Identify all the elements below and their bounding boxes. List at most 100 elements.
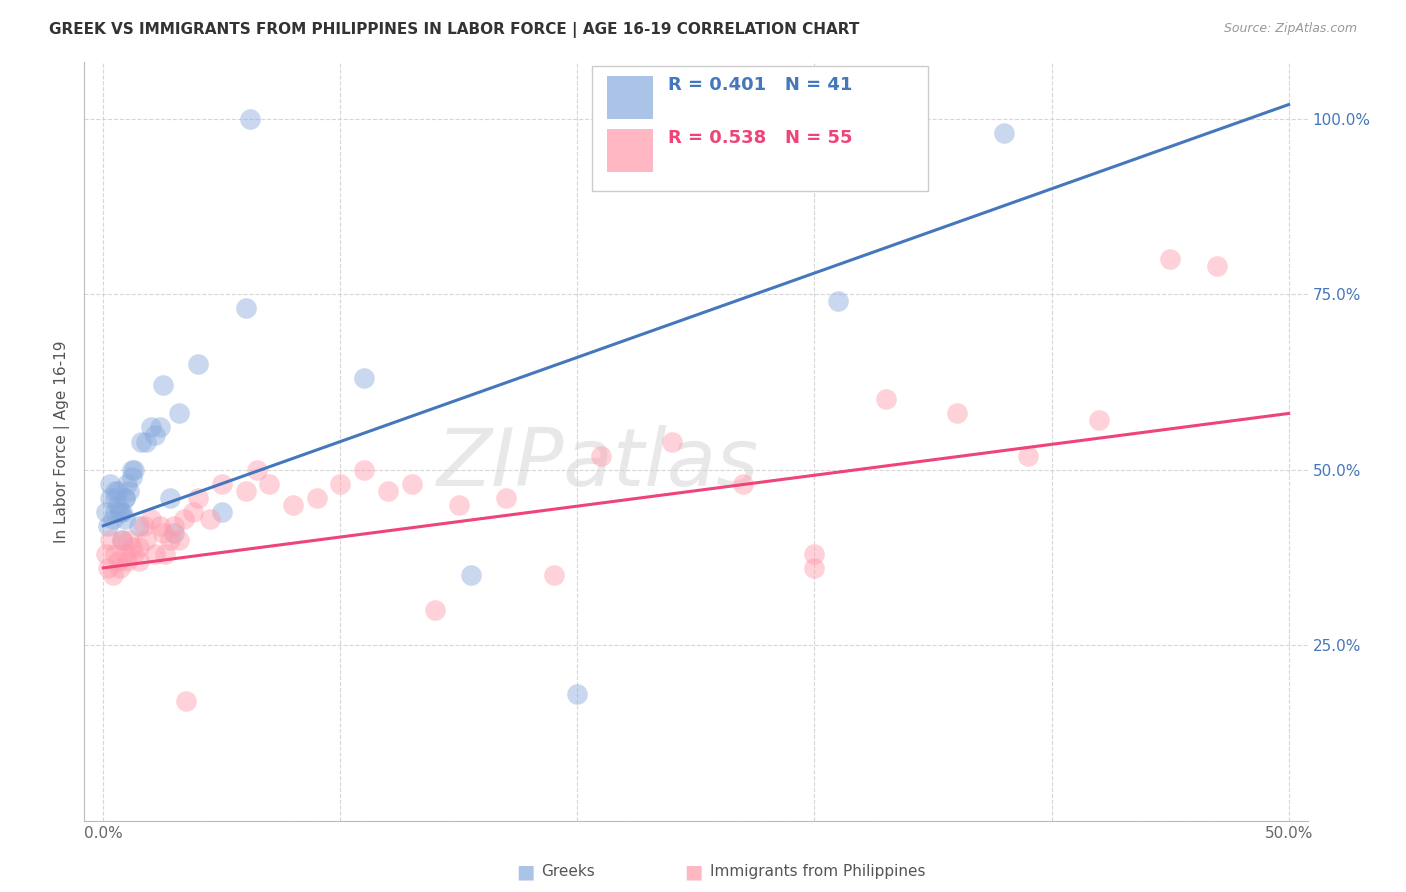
Point bbox=[211, 505, 233, 519]
Point bbox=[107, 554, 129, 568]
Point bbox=[1206, 259, 1229, 273]
Text: Greeks: Greeks bbox=[541, 864, 595, 879]
Point bbox=[803, 547, 825, 561]
Point bbox=[100, 533, 122, 547]
Point bbox=[661, 434, 683, 449]
Point bbox=[174, 694, 197, 708]
Point bbox=[121, 540, 143, 554]
Point bbox=[447, 498, 470, 512]
Point bbox=[122, 462, 145, 476]
Point bbox=[145, 427, 167, 442]
Point bbox=[104, 491, 127, 505]
Point bbox=[167, 533, 190, 547]
Point bbox=[425, 603, 447, 617]
Point bbox=[401, 476, 423, 491]
Point bbox=[111, 533, 134, 547]
Y-axis label: In Labor Force | Age 16-19: In Labor Force | Age 16-19 bbox=[55, 340, 70, 543]
FancyBboxPatch shape bbox=[592, 66, 928, 191]
Point bbox=[567, 687, 589, 701]
Point bbox=[100, 491, 122, 505]
Point bbox=[104, 547, 127, 561]
Point bbox=[827, 294, 849, 309]
Point bbox=[1017, 449, 1039, 463]
Point bbox=[246, 462, 269, 476]
Point bbox=[187, 357, 209, 371]
Point bbox=[733, 476, 755, 491]
Point bbox=[803, 561, 825, 575]
Point bbox=[111, 505, 134, 519]
Point bbox=[353, 371, 375, 385]
Point bbox=[114, 547, 136, 561]
Point bbox=[198, 512, 221, 526]
Point bbox=[121, 462, 143, 476]
Point bbox=[111, 533, 134, 547]
FancyBboxPatch shape bbox=[606, 76, 654, 120]
Point bbox=[114, 512, 136, 526]
FancyBboxPatch shape bbox=[606, 129, 654, 172]
Point bbox=[145, 547, 167, 561]
Point bbox=[94, 547, 117, 561]
Point bbox=[305, 491, 328, 505]
Text: R = 0.538   N = 55: R = 0.538 N = 55 bbox=[668, 129, 852, 147]
Point bbox=[135, 533, 157, 547]
Point bbox=[1088, 413, 1111, 427]
Text: ZIPatlas: ZIPatlas bbox=[437, 425, 759, 503]
Point bbox=[115, 476, 138, 491]
Point bbox=[97, 561, 120, 575]
Text: GREEK VS IMMIGRANTS FROM PHILIPPINES IN LABOR FORCE | AGE 16-19 CORRELATION CHAR: GREEK VS IMMIGRANTS FROM PHILIPPINES IN … bbox=[49, 22, 859, 38]
Point bbox=[114, 491, 136, 505]
Point bbox=[149, 420, 172, 434]
Point bbox=[353, 462, 375, 476]
Point bbox=[875, 392, 897, 407]
Point bbox=[121, 469, 143, 483]
Point bbox=[135, 434, 157, 449]
Point bbox=[101, 568, 124, 582]
Point bbox=[211, 476, 233, 491]
Point bbox=[259, 476, 281, 491]
Point bbox=[132, 518, 155, 533]
Point bbox=[239, 112, 262, 126]
Point bbox=[100, 476, 122, 491]
Point bbox=[129, 434, 152, 449]
Point bbox=[107, 498, 129, 512]
Point bbox=[108, 561, 131, 575]
Point bbox=[101, 512, 124, 526]
Point bbox=[543, 568, 565, 582]
Point bbox=[94, 505, 117, 519]
Point bbox=[108, 505, 131, 519]
Text: R = 0.401   N = 41: R = 0.401 N = 41 bbox=[668, 76, 852, 95]
Point bbox=[281, 498, 304, 512]
Point bbox=[183, 505, 205, 519]
Point bbox=[152, 378, 174, 392]
Point bbox=[377, 483, 399, 498]
Point bbox=[235, 301, 257, 315]
Point bbox=[173, 512, 195, 526]
Point bbox=[1159, 252, 1181, 266]
Point bbox=[115, 554, 138, 568]
Point bbox=[97, 518, 120, 533]
Point bbox=[122, 547, 145, 561]
Point bbox=[118, 483, 141, 498]
Point bbox=[993, 126, 1015, 140]
Text: Immigrants from Philippines: Immigrants from Philippines bbox=[710, 864, 925, 879]
Text: Source: ZipAtlas.com: Source: ZipAtlas.com bbox=[1223, 22, 1357, 36]
Point bbox=[460, 568, 482, 582]
Point bbox=[187, 491, 209, 505]
Point bbox=[104, 483, 127, 498]
Point bbox=[104, 505, 127, 519]
Point bbox=[163, 525, 186, 540]
Point bbox=[139, 512, 162, 526]
Text: ■: ■ bbox=[685, 862, 703, 881]
Point bbox=[108, 505, 131, 519]
Point bbox=[128, 540, 150, 554]
Point bbox=[149, 518, 172, 533]
Point bbox=[159, 491, 181, 505]
Point bbox=[159, 533, 181, 547]
Point bbox=[591, 449, 613, 463]
Point bbox=[235, 483, 257, 498]
Point bbox=[153, 547, 176, 561]
Point bbox=[329, 476, 352, 491]
Point bbox=[128, 518, 150, 533]
Point bbox=[152, 525, 174, 540]
Point bbox=[945, 407, 967, 421]
